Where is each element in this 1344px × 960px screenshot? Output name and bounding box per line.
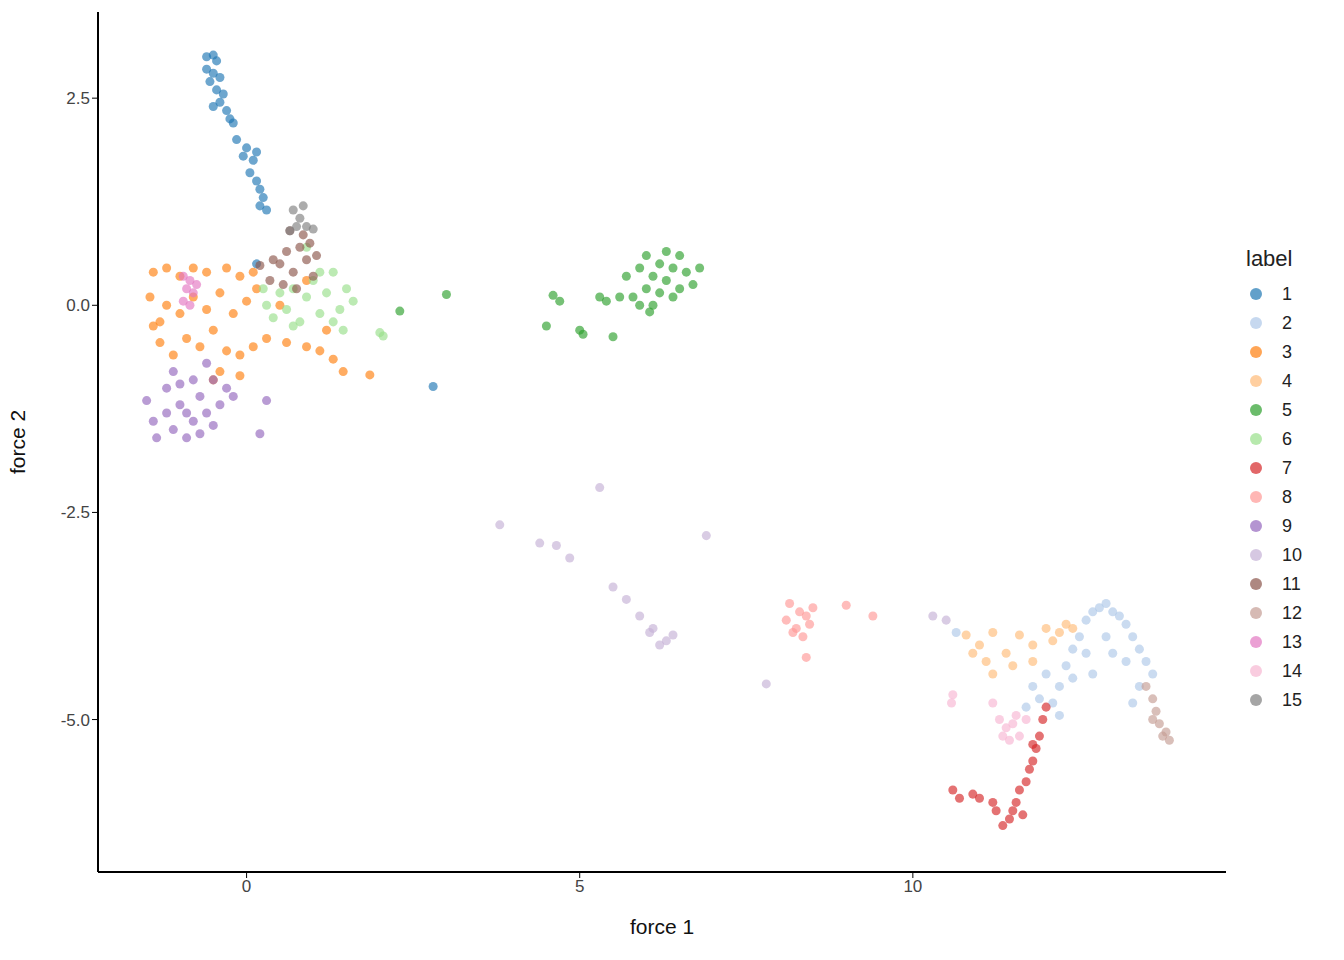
- html-text:8: 8: [1282, 486, 1292, 507]
- html-text:12: 12: [1282, 602, 1302, 623]
- html-text:label: label: [1246, 245, 1293, 271]
- html-text:1: 1: [1282, 283, 1292, 304]
- html-text:9: 9: [1282, 515, 1292, 536]
- html-text:5: 5: [1282, 399, 1292, 420]
- svg-text:-2.5: -2.5: [61, 503, 90, 522]
- html-text:14: 14: [1282, 660, 1302, 681]
- svg-text:0.0: 0.0: [66, 296, 90, 315]
- html-text:11: 11: [1282, 573, 1301, 594]
- svg-text:force 1: force 1: [630, 915, 694, 938]
- svg-text:2.5: 2.5: [66, 89, 90, 108]
- html-text:4: 4: [1282, 370, 1292, 391]
- svg-text:force 2: force 2: [8, 410, 29, 474]
- svg-text:0: 0: [242, 877, 251, 896]
- svg-text:-5.0: -5.0: [61, 711, 90, 730]
- html-text:3: 3: [1282, 341, 1292, 362]
- svg-text:5: 5: [575, 877, 584, 896]
- html-text:10: 10: [1282, 544, 1302, 565]
- html-text:2: 2: [1282, 312, 1292, 333]
- svg-text:10: 10: [903, 877, 922, 896]
- html-text:13: 13: [1282, 631, 1302, 652]
- html-text:6: 6: [1282, 428, 1292, 449]
- html-text:7: 7: [1282, 457, 1292, 478]
- html-text:15: 15: [1282, 689, 1302, 710]
